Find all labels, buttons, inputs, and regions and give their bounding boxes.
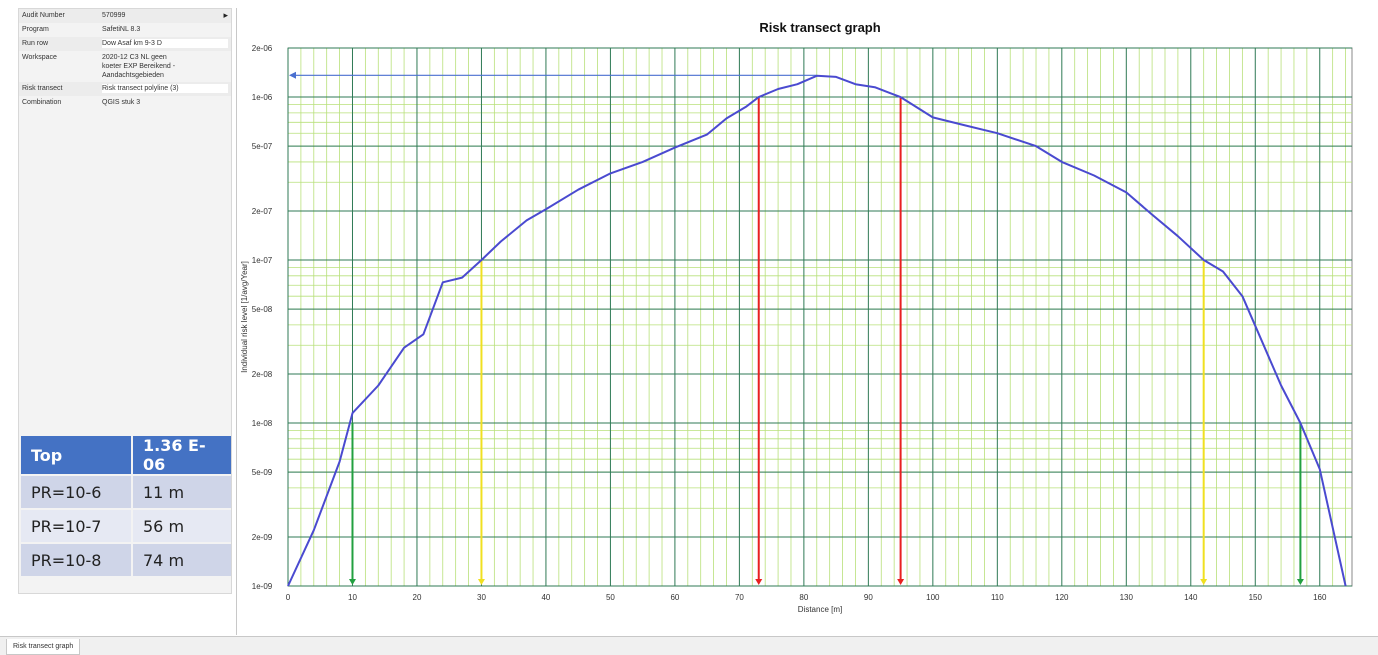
property-key: Workspace [22,54,57,61]
property-row[interactable]: Run row Dow Asaf km 9-3 D [19,37,231,51]
summary-header-value: 1.36 E-06 [133,436,231,474]
summary-row-value: 56 m [133,510,231,542]
risk-summary-table: Top 1.36 E-06 PR=10-6 11 m PR=10-7 56 m … [19,434,233,578]
x-tick-label: 160 [1313,593,1327,602]
chart-title: Risk transect graph [759,20,880,35]
property-value: Risk transect polyline (3) [102,84,228,93]
tab-risk-transect-graph[interactable]: Risk transect graph [6,639,81,655]
property-row[interactable]: Audit Number 570999 ▸ [19,9,231,23]
x-tick-label: 100 [926,593,940,602]
x-tick-label: 60 [670,593,679,602]
y-tick-label: 2e-08 [252,370,273,379]
property-row[interactable]: Risk transect Risk transect polyline (3) [19,82,231,96]
property-value: 2020-12 C3 NL geen koeter EXP Bereikend … [102,54,176,79]
contour-marker-arrow [1200,579,1208,585]
y-tick-label: 1e-08 [252,419,273,428]
property-key: Program [22,26,49,33]
summary-header-row: Top 1.36 E-06 [21,436,231,474]
x-tick-label: 10 [348,593,357,602]
risk-transect-chart[interactable]: 0 10 20 30 40 50 60 70 80 90 100 110 120 130 140 150 160… [237,8,1377,635]
contour-marker-arrow [348,579,356,585]
risk-curve-line[interactable] [287,74,1347,587]
y-tick-label: 2e-07 [252,207,273,216]
summary-row-value: 11 m [133,476,231,508]
summary-row: PR=10-6 11 m [21,476,231,508]
summary-row: PR=10-7 56 m [21,510,231,542]
x-tick-label: 80 [799,593,808,602]
summary-row: PR=10-8 74 m [21,544,231,576]
plot-area[interactable] [287,47,1353,587]
x-tick-label: 120 [1055,593,1069,602]
x-tick-label: 30 [477,593,486,602]
summary-row-value: 74 m [133,544,231,576]
property-row[interactable]: Combination QGIS stuk 3 [19,96,231,110]
x-tick-label: 40 [541,593,550,602]
property-row[interactable]: Workspace 2020-12 C3 NL geen koeter EXP B… [19,51,231,82]
property-value: Dow Asaf km 9-3 D [102,39,228,48]
x-tick-label: 150 [1249,593,1263,602]
x-tick-label: 50 [606,593,615,602]
x-tick-label: 0 [286,593,291,602]
y-tick-label: 5e-08 [252,305,273,314]
contour-marker-arrow [755,579,763,585]
property-key: Audit Number [22,12,65,19]
property-row[interactable]: Program SafetiNL 8.3 [19,23,231,37]
summary-row-label: PR=10-7 [21,510,131,542]
tab-strip: Risk transect graph [0,636,1378,655]
row-selector-icon[interactable]: ▸ [223,10,228,20]
x-tick-label: 140 [1184,593,1198,602]
y-tick-label: 2e-09 [252,533,273,542]
contour-marker-arrow [1296,579,1304,585]
y-tick-label: 5e-07 [252,142,273,151]
property-value: 570999 [102,12,126,19]
property-key: Risk transect [22,85,63,92]
property-value: QGIS stuk 3 [102,99,141,106]
property-value: SafetiNL 8.3 [102,26,141,33]
top-marker-arrow [289,71,296,79]
summary-row-label: PR=10-6 [21,476,131,508]
y-axis-label: Individual risk level [1/avg/Year] [240,261,249,373]
x-tick-label: 130 [1120,593,1134,602]
chart-panel[interactable]: 0 10 20 30 40 50 60 70 80 90 100 110 120 130 140 150 160… [236,8,1378,635]
x-axis-label: Distance [m] [798,605,842,614]
property-key: Run row [22,40,49,47]
contour-marker-arrow [477,579,485,585]
contour-marker-arrow [897,579,905,585]
y-tick-label: 1e-09 [252,582,273,591]
y-tick-label: 1e-06 [252,93,273,102]
property-key: Combination [22,99,62,106]
x-tick-label: 110 [991,593,1004,602]
summary-header-label: Top [21,436,131,474]
summary-row-label: PR=10-8 [21,544,131,576]
x-tick-label: 20 [413,593,422,602]
x-tick-label: 90 [864,593,873,602]
y-tick-label: 1e-07 [252,256,273,265]
y-tick-label: 5e-09 [252,468,273,477]
x-tick-label: 70 [735,593,744,602]
y-tick-label: 2e-06 [252,44,273,53]
